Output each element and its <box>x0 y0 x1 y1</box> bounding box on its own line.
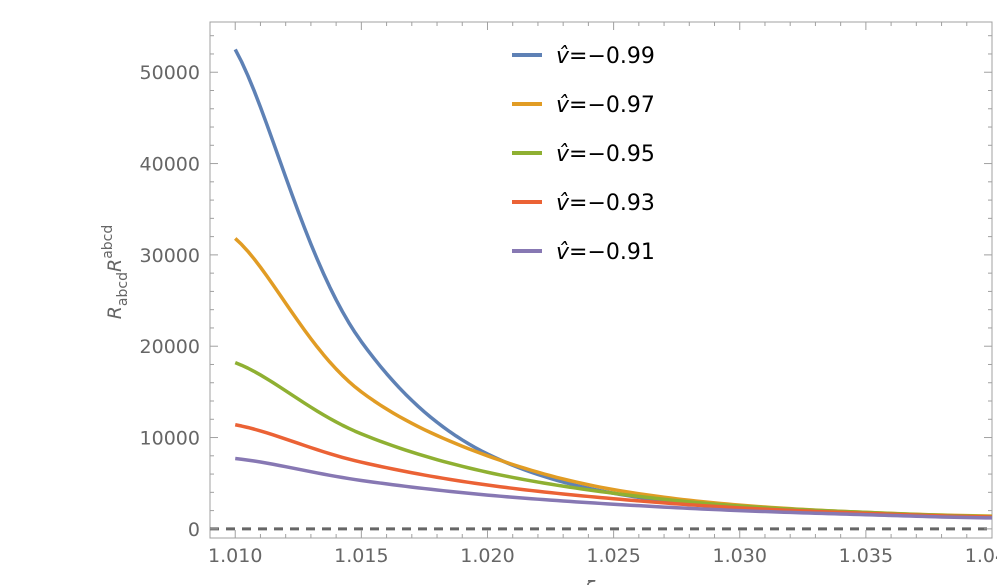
legend-symbol: v̂ <box>556 191 570 216</box>
legend-label-4: v̂=−0.93 <box>556 191 655 216</box>
legend-symbol: v̂ <box>556 44 570 69</box>
legend-value: =−0.95 <box>569 142 655 167</box>
y-tick-label: 40000 <box>140 154 200 176</box>
legend-value: =−0.91 <box>569 240 655 265</box>
svg-text:RabcdRabcd: RabcdRabcd <box>100 225 131 320</box>
series-line-2 <box>234 237 993 518</box>
legend-value: =−0.97 <box>569 93 655 118</box>
legend-value: =−0.99 <box>569 44 655 69</box>
legend-symbol: v̂ <box>556 93 570 118</box>
x-tick-label: 1.030 <box>713 545 767 567</box>
legend-label-5: v̂=−0.91 <box>556 240 655 265</box>
y-axis-title-main-2: R <box>104 259 126 272</box>
legend-value: =−0.93 <box>569 191 655 216</box>
y-axis-title-sup: abcd <box>100 225 116 259</box>
series-line-3 <box>234 361 993 519</box>
series-line-5 <box>235 456 993 520</box>
legend-symbol: v̂ <box>556 240 570 265</box>
x-tick-label: 1.025 <box>586 545 640 567</box>
x-axis-title: ξ <box>584 577 596 585</box>
legend-label-3: v̂=−0.95 <box>556 142 655 167</box>
y-tick-label: 10000 <box>140 428 200 450</box>
y-tick-label: 0 <box>188 519 200 541</box>
legend-symbol: v̂ <box>556 142 570 167</box>
y-axis-title: RabcdRabcd <box>100 225 131 320</box>
y-axis-title-sub: abcd <box>115 272 131 306</box>
x-tick-label: 1.015 <box>334 545 388 567</box>
ticks-group: 1.010 1.015 1.020 1.025 1.030 1.035 1.040 0 1000… <box>140 22 997 567</box>
legend-label-2: v̂=−0.97 <box>556 93 655 118</box>
x-tick-label: 1.040 <box>965 545 997 567</box>
legend: v̂=−0.99v̂=−0.97v̂=−0.95v̂=−0.93v̂=−0.91 <box>512 44 655 265</box>
legend-label-1: v̂=−0.99 <box>556 44 655 69</box>
series-line-1 <box>233 48 993 519</box>
plot-border <box>209 21 993 539</box>
y-axis-title-main: R <box>104 306 126 319</box>
x-tick-label: 1.020 <box>460 545 514 567</box>
x-tick-label: 1.010 <box>208 545 262 567</box>
plot-frame <box>209 21 993 539</box>
y-tick-label: 50000 <box>140 62 200 84</box>
series-group <box>233 48 993 520</box>
y-tick-label: 20000 <box>140 336 200 358</box>
x-tick-label: 1.035 <box>839 545 893 567</box>
y-tick-label: 30000 <box>140 245 200 267</box>
